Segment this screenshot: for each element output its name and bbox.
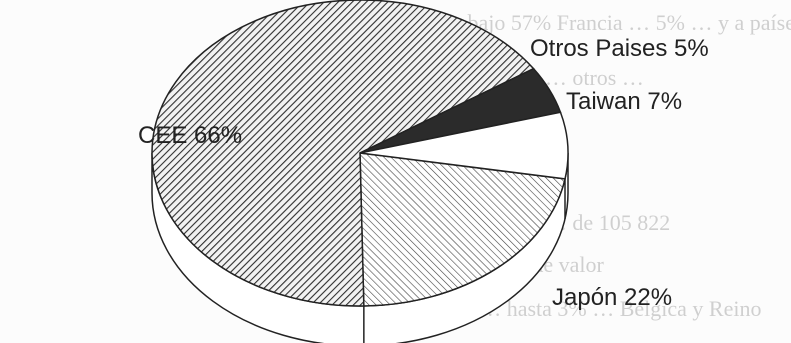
label-japon: Japón 22% — [552, 284, 672, 311]
background-text-line: … bajo 57% Francia … 5% … y a países … — [440, 10, 791, 35]
pie-slice-taiwan — [359, 111, 569, 180]
pie-slice-jap-n — [359, 152, 566, 307]
label-taiwan: Taiwan 7% — [566, 88, 682, 115]
pie-slices — [151, 0, 569, 307]
slice-labels: CEE 66% Otros Paises 5% Taiwan 7% Japón … — [138, 35, 709, 311]
label-otros-paises: Otros Paises 5% — [530, 35, 709, 62]
label-cee: CEE 66% — [138, 122, 242, 149]
pie-slice-cee — [151, 0, 535, 307]
